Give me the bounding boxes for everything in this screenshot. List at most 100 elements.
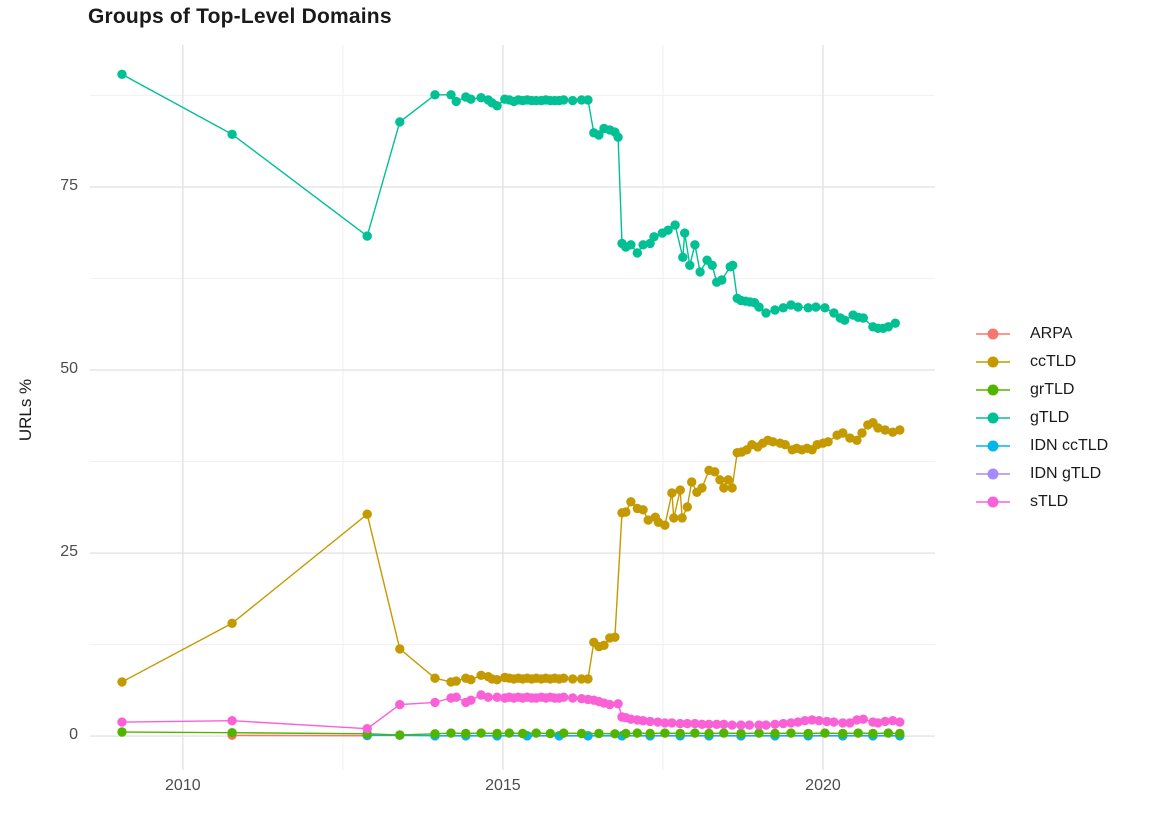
legend-label: IDN gTLD: [1030, 465, 1102, 482]
data-point-stld: [605, 699, 615, 710]
data-point-stld: [362, 724, 372, 734]
data-point-stld: [727, 720, 737, 730]
data-point-gtld: [858, 313, 868, 323]
data-point-stld: [476, 690, 486, 700]
data-point-cctld: [677, 513, 687, 523]
data-point-gtld: [707, 260, 717, 270]
data-point-stld: [786, 718, 796, 728]
data-point-gtld: [778, 303, 788, 313]
data-point-stld: [645, 716, 655, 727]
data-point-grtld: [690, 728, 700, 738]
data-point-stld: [736, 720, 746, 730]
plot-panel: [90, 45, 935, 770]
data-point-stld: [568, 693, 578, 703]
data-point-gtld: [559, 95, 569, 105]
data-point-grtld: [227, 728, 237, 738]
data-point-stld: [822, 716, 832, 727]
legend-label: gTLD: [1030, 409, 1070, 426]
series-stld: [117, 690, 905, 734]
data-point-grtld: [576, 728, 587, 739]
data-point-stld: [888, 716, 898, 726]
chart-title: Groups of Top-Level Domains: [88, 5, 392, 28]
data-point-stld: [814, 716, 824, 726]
data-point-gtld: [594, 130, 604, 140]
data-point-cctld: [697, 483, 707, 493]
data-point-gtld: [793, 302, 803, 312]
data-point-stld: [829, 717, 839, 727]
data-point-stld: [778, 718, 788, 729]
data-point-gtld: [690, 240, 700, 250]
data-point-cctld: [466, 675, 476, 685]
data-point-grtld: [838, 728, 848, 739]
data-point-cctld: [430, 673, 440, 683]
data-point-gtld: [820, 303, 830, 313]
data-point-gtld: [829, 308, 839, 318]
legend-item-gtld: gTLD: [976, 404, 1108, 432]
data-point-stld: [675, 718, 685, 729]
data-point-grtld: [476, 728, 486, 738]
data-point-gtld: [626, 240, 636, 250]
data-point-cctld: [395, 644, 405, 654]
data-point-cctld: [638, 505, 648, 515]
data-point-stld: [744, 720, 755, 730]
data-point-stld: [807, 715, 817, 725]
data-point-grtld: [492, 728, 502, 739]
data-point-cctld: [451, 676, 461, 686]
data-point-grtld: [594, 728, 604, 739]
data-point-stld: [682, 718, 692, 729]
series-gtld: [117, 69, 900, 333]
legend-item-stld: sTLD: [976, 488, 1108, 516]
data-point-stld: [880, 716, 890, 727]
y-axis-title: URLs %: [16, 378, 35, 442]
data-point-gtld: [568, 95, 578, 106]
data-point-cctld: [583, 674, 593, 684]
y-tick-label: 0: [69, 726, 78, 744]
data-point-grtld: [645, 728, 655, 739]
data-point-gtld: [476, 93, 486, 103]
legend-item-cctld: ccTLD: [976, 348, 1108, 376]
data-point-stld: [559, 692, 569, 702]
data-point-gtld: [678, 252, 688, 262]
data-point-gtld: [492, 101, 502, 111]
x-tick-label: 2020: [805, 777, 841, 794]
y-tick-label: 25: [60, 543, 78, 561]
data-point-cctld: [117, 677, 127, 687]
data-point-stld: [451, 692, 461, 702]
series-cctld: [117, 418, 905, 687]
data-point-grtld: [675, 728, 685, 739]
data-point-cctld: [719, 483, 729, 493]
data-point-gtld: [583, 95, 593, 105]
data-point-grtld: [430, 729, 440, 739]
data-point-gtld: [451, 96, 461, 107]
data-point-cctld: [727, 483, 737, 493]
legend-label: IDN ccTLD: [1030, 437, 1109, 454]
data-point-gtld: [117, 69, 127, 79]
data-point-gtld: [695, 267, 705, 277]
data-point-cctld: [568, 674, 578, 684]
data-point-gtld: [395, 117, 405, 127]
legend-item-idn-cctld: IDN ccTLD: [976, 432, 1108, 460]
data-point-stld: [719, 719, 729, 729]
series-line-gtld: [121, 73, 896, 329]
data-point-grtld: [117, 727, 127, 737]
data-point-grtld: [786, 728, 796, 738]
data-point-cctld: [710, 467, 720, 477]
data-point-grtld: [868, 728, 878, 739]
data-point-stld: [873, 718, 883, 728]
data-point-grtld: [803, 728, 813, 739]
data-point-grtld: [559, 728, 569, 738]
legend: ARPA ccTLD grTLD gTLD IDN ccTLD IDN gTLD sTLD: [976, 320, 1108, 516]
data-point-cctld: [723, 475, 733, 485]
data-point-stld: [895, 717, 905, 727]
data-point-grtld: [545, 728, 555, 739]
data-point-stld: [754, 720, 764, 730]
data-point-grtld: [610, 729, 620, 739]
y-tick-label: 50: [60, 360, 78, 378]
data-point-gtld: [446, 90, 456, 100]
data-point-stld: [712, 719, 722, 729]
data-point-cctld: [621, 507, 631, 517]
y-tick-label: 75: [60, 177, 78, 194]
data-point-cctld: [559, 673, 569, 683]
legend-item-idn-gtld: IDN gTLD: [976, 460, 1108, 488]
